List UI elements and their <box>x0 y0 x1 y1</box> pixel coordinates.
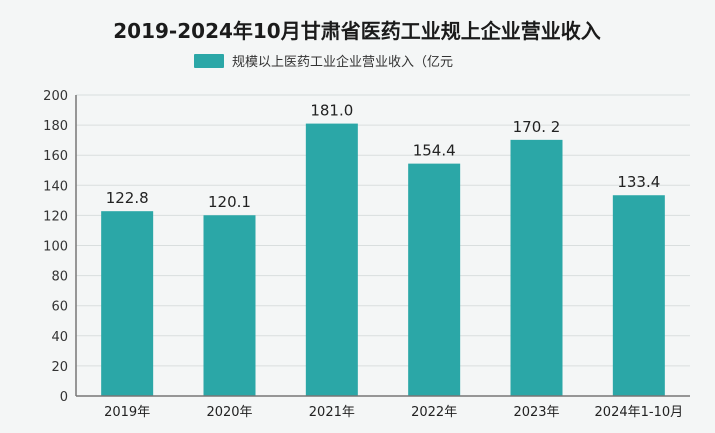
y-tick-label: 200 <box>43 89 68 104</box>
x-tick-label: 2020年 <box>206 405 252 420</box>
x-tick-label: 2019年 <box>104 405 150 420</box>
data-label: 133.4 <box>617 173 660 191</box>
y-tick-label: 40 <box>51 330 68 345</box>
bar <box>408 163 461 396</box>
bar <box>305 123 358 396</box>
chart-title: 2019-2024年10月甘肃省医药工业规上企业营业收入 <box>113 19 600 43</box>
bar <box>101 211 154 396</box>
y-tick-label: 60 <box>51 300 68 315</box>
bar <box>203 215 256 396</box>
data-labels: 122.8 120.1 181.0 154.4 170. 2 133.4 <box>106 102 661 212</box>
y-tick-label: 0 <box>60 390 68 405</box>
bar <box>510 139 563 396</box>
y-axis-ticks: 0 20 40 60 80 100 120 140 160 180 200 <box>43 89 68 405</box>
y-tick-label: 120 <box>43 209 68 224</box>
data-label: 170. 2 <box>513 118 561 136</box>
y-tick-label: 80 <box>51 270 68 285</box>
x-tick-label: 2023年 <box>513 405 559 420</box>
y-tick-label: 160 <box>43 149 68 164</box>
legend-swatch <box>194 54 224 68</box>
x-tick-label: 2022年 <box>411 405 457 420</box>
data-label: 122.8 <box>106 189 149 207</box>
legend-label: 规模以上医药工业企业营业收入（亿元 <box>232 54 453 70</box>
bars <box>101 123 665 396</box>
data-label: 120.1 <box>208 193 251 211</box>
x-tick-label: 2024年1-10月 <box>595 405 684 420</box>
y-tick-label: 180 <box>43 119 68 134</box>
x-tick-label: 2021年 <box>309 405 355 420</box>
legend: 规模以上医药工业企业营业收入（亿元 <box>194 54 453 70</box>
x-axis-ticks: 2019年 2020年 2021年 2022年 2023年 2024年1-10月 <box>104 405 683 420</box>
data-label: 154.4 <box>413 142 456 160</box>
y-tick-label: 20 <box>51 360 68 375</box>
y-tick-label: 100 <box>43 240 68 255</box>
data-label: 181.0 <box>310 102 353 120</box>
gridlines <box>76 94 690 367</box>
y-tick-label: 140 <box>43 179 68 194</box>
bar <box>612 195 665 396</box>
